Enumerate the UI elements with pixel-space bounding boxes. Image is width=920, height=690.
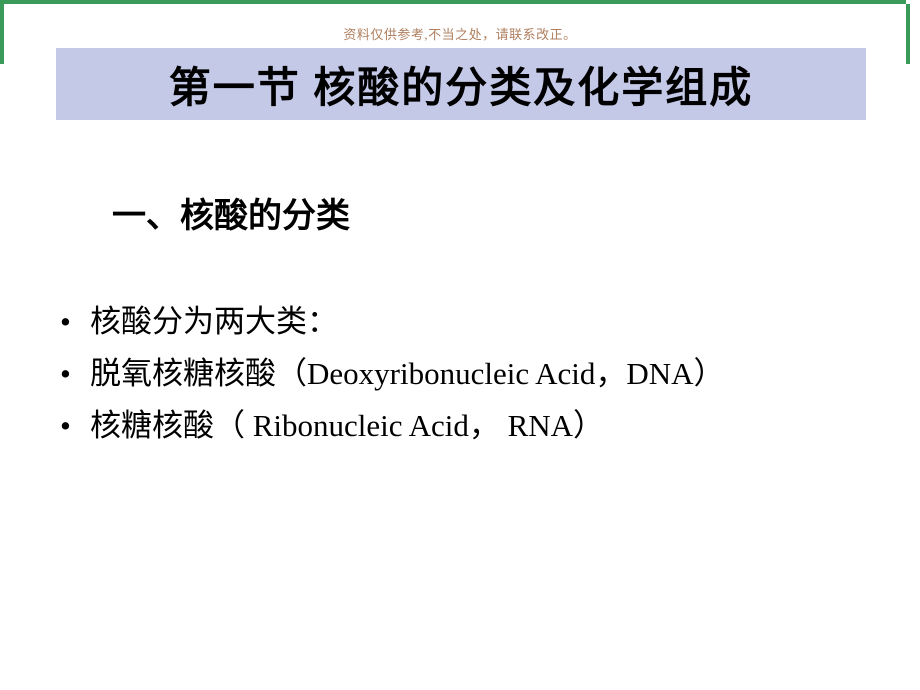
bullet-list: • 核酸分为两大类： • 脱氧核糖核酸（Deoxyribonucleic Aci… (54, 298, 874, 454)
list-item: • 核酸分为两大类： (54, 298, 874, 346)
header-disclaimer: 资料仅供参考,不当之处，请联系改正。 (0, 24, 920, 43)
bullet-marker-icon: • (54, 350, 90, 398)
list-item: • 核糖核酸（ Ribonucleic Acid， RNA） (54, 402, 874, 450)
bullet-marker-icon: • (54, 402, 90, 450)
bullet-text: 核酸分为两大类： (90, 298, 874, 346)
section-subtitle: 一、核酸的分类 (112, 188, 350, 237)
slide-title: 第一节 核酸的分类及化学组成 (169, 54, 754, 115)
list-item: • 脱氧核糖核酸（Deoxyribonucleic Acid，DNA） (54, 350, 874, 398)
bullet-text: 核糖核酸（ Ribonucleic Acid， RNA） (90, 402, 874, 450)
title-band: 第一节 核酸的分类及化学组成 (56, 48, 866, 120)
bullet-text: 脱氧核糖核酸（Deoxyribonucleic Acid，DNA） (90, 350, 874, 398)
bullet-marker-icon: • (54, 298, 90, 346)
frame-top-border (0, 0, 906, 4)
